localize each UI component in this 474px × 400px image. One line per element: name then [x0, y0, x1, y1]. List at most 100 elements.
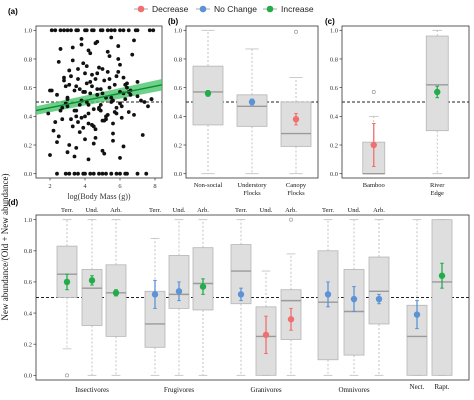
panel-c-ytick-label: 0.8 [330, 56, 338, 63]
panel-d-box-7-mean-point [262, 331, 270, 339]
panel-d-box-9-mean-point [324, 291, 332, 298]
panel-a-point [86, 102, 91, 107]
panel-a-point [121, 75, 126, 80]
panel-d-box-12-mean-point [413, 311, 421, 318]
panel-a-point [84, 28, 89, 33]
panel-a-point [95, 92, 100, 97]
panel-d-stratum-label: Terr. [322, 207, 334, 214]
panel-a-point [58, 47, 63, 51]
panel-a-point [109, 95, 114, 100]
panel-a-point [118, 171, 122, 176]
panel-a-point [70, 58, 75, 63]
panel-b-title: (b) [168, 17, 179, 26]
panel-a-point [111, 138, 115, 143]
panel-a-point [95, 71, 100, 76]
panel-d-box-4-mean-point [175, 288, 183, 295]
panel-c-ytick-label: 0.2 [330, 142, 338, 149]
panel-d-box-10-mean-point [350, 295, 358, 303]
panel-d-box-0-box [56, 245, 78, 298]
panel-a-point [51, 128, 56, 133]
panel-a-ytick-label: 0.6 [24, 85, 33, 92]
panel-a-point [77, 130, 82, 135]
panel-a-point [88, 91, 93, 96]
panel-a-point [93, 127, 98, 132]
panel-c-box-0-mean-point [370, 141, 377, 149]
panel-a-point [72, 108, 77, 113]
panel-d-boxplot: 0.0 0.2 0.4 0.6 0.8 1.0 Terr. Und. Arb. Terr. Und.… [24, 207, 470, 394]
panel-a-point [105, 28, 110, 33]
panel-d-box-0-outlier [65, 373, 69, 378]
panel-a-point [123, 82, 128, 87]
panel-b-ytick-label: 1.0 [174, 28, 182, 35]
panel-a-point [123, 171, 128, 176]
legend-marker-no-change [199, 5, 207, 13]
panel-d-stratum-label: Terr. [149, 207, 161, 214]
panel-d-ytick-label: 0.8 [24, 248, 32, 255]
panel-a-point [100, 148, 105, 153]
panel-a-point [102, 78, 107, 83]
panel-d-stratum-label: Arb. [373, 207, 385, 214]
panel-d-box-13-box [431, 219, 453, 376]
panel-a-point [93, 135, 98, 140]
panel-d-box-6-box [230, 244, 252, 305]
panel-a-point [140, 133, 145, 137]
panel-d-stratum-label: Arb. [285, 207, 297, 214]
panel-a-ytick-label: 0.8 [24, 56, 32, 63]
panel-b-box-1-box [236, 94, 268, 127]
panel-a-point [83, 90, 87, 94]
panel-d-stratum-label: Und. [86, 207, 99, 214]
panel-a-ytick-label: 0.4 [24, 114, 33, 121]
panel-a-point [126, 110, 131, 114]
panel-d-stratum-label: Arb. [197, 207, 209, 214]
panel-a-point [95, 87, 100, 91]
panel-a-xlabel: log(Body Mass (g)) [67, 192, 130, 201]
panel-a-point [116, 69, 121, 74]
panel-a-point [107, 54, 112, 59]
panel-b-category-label: Canopy [286, 182, 307, 189]
panel-a-point [56, 134, 61, 139]
panel-a-point [53, 28, 58, 33]
panel-c-box-1-box [425, 35, 449, 132]
panel-b-ytick-label: 0.8 [174, 56, 182, 63]
panel-a-point [125, 85, 129, 90]
panel-a-point [83, 114, 87, 119]
panel-d-box-6-mean-point [237, 291, 245, 298]
panel-a-point [109, 35, 114, 40]
panel-d-box-1-box [81, 269, 103, 326]
panel-a-point [135, 80, 140, 84]
panel-a-point [74, 114, 79, 119]
panel-a-point [65, 150, 70, 155]
panel-a-point [90, 123, 94, 127]
panel-a-point [151, 28, 156, 33]
panel-a-point [118, 101, 122, 106]
panel-a-point [55, 140, 59, 145]
panel-a-point [86, 48, 91, 53]
panel-a-point [93, 77, 98, 81]
panel-a-point [58, 28, 63, 33]
panel-a-point [83, 71, 87, 76]
panel-b-box-0-mean-point [204, 90, 212, 97]
panel-d-title: (d) [8, 198, 19, 207]
panel-a-point [56, 59, 61, 64]
panel-a-point [90, 72, 94, 77]
panel-a-point [111, 98, 115, 103]
panel-a-point [74, 84, 79, 89]
panel-c-category-label: River [430, 182, 445, 189]
panel-a-point [77, 102, 82, 107]
panel-a-xtick-label: 8 [153, 183, 156, 190]
panel-c-ytick-label: 1.0 [330, 28, 338, 35]
panel-a-point [90, 28, 94, 33]
panel-a-point [135, 94, 140, 99]
panel-a-point [55, 171, 59, 176]
panel-a-point [79, 42, 84, 47]
panel-d-ytick-label: 0.6 [24, 279, 33, 286]
panel-a-point [86, 111, 91, 116]
panel-a-point [119, 115, 124, 120]
panel-a-point [139, 98, 143, 103]
panel-d-stratum-label: Terr. [235, 207, 247, 214]
legend-marker-decrease [137, 5, 145, 13]
legend-label-no-change: No Change [214, 4, 257, 14]
panel-a-point [48, 153, 52, 157]
panel-a-point [112, 82, 117, 87]
